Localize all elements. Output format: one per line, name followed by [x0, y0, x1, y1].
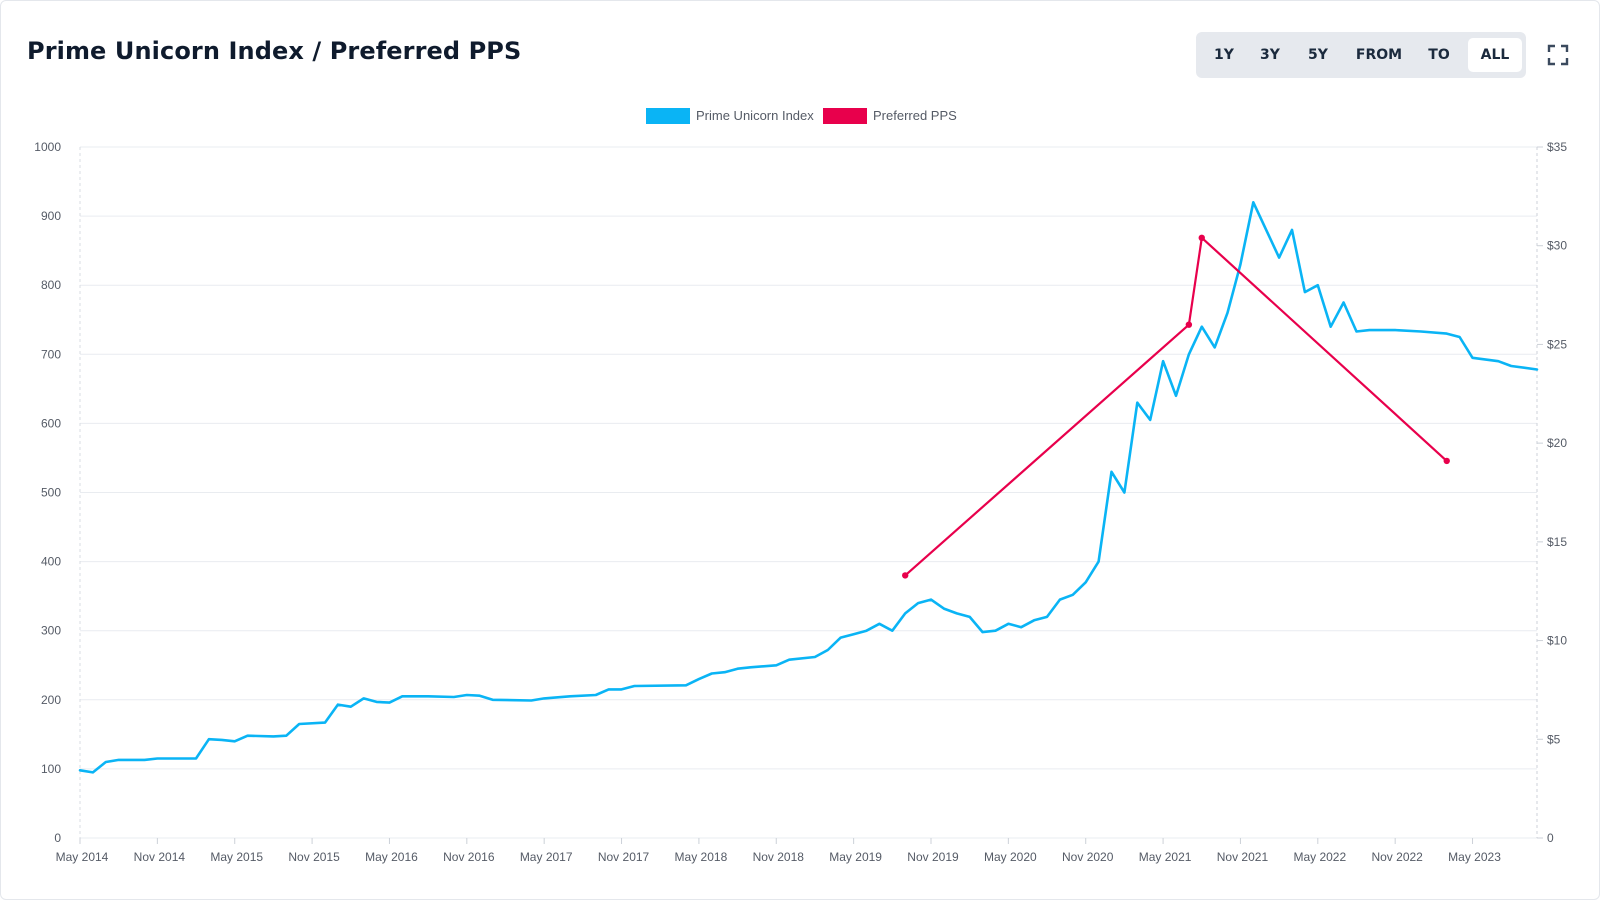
y-left-tick-label: 300 — [41, 624, 61, 638]
y-right-tick-label: $15 — [1547, 535, 1567, 549]
pps-data-point — [1198, 234, 1205, 242]
x-tick-label: May 2017 — [520, 850, 573, 864]
x-tick-label: Nov 2017 — [598, 850, 650, 864]
x-tick-label: May 2022 — [1293, 850, 1346, 864]
range-selector: 1Y 3Y 5Y FROM TO ALL — [1196, 32, 1526, 78]
x-tick-label: Nov 2014 — [134, 850, 186, 864]
range-to-button[interactable]: TO — [1428, 47, 1450, 63]
y-left-tick-label: 900 — [41, 209, 61, 223]
x-tick-label: May 2018 — [675, 850, 728, 864]
pps-data-point — [1443, 457, 1450, 465]
x-tick-label: May 2016 — [365, 850, 418, 864]
y-right-tick-label: $5 — [1547, 732, 1561, 746]
legend-label-index: Prime Unicorn Index — [696, 108, 814, 123]
y-left-tick-label: 1000 — [34, 140, 61, 154]
expand-icon[interactable] — [1547, 44, 1569, 66]
y-right-tick-label: $25 — [1547, 337, 1567, 351]
y-left-tick-label: 200 — [41, 693, 61, 707]
range-all-button[interactable]: ALL — [1468, 38, 1522, 72]
range-3y-button[interactable]: 3Y — [1260, 47, 1280, 63]
y-right-tick-label: $30 — [1547, 239, 1567, 253]
y-left-tick-label: 700 — [41, 347, 61, 361]
range-5y-button[interactable]: 5Y — [1308, 47, 1328, 63]
y-left-tick-label: 800 — [41, 278, 61, 292]
x-tick-label: Nov 2022 — [1371, 850, 1423, 864]
y-right-tick-label: 0 — [1547, 831, 1554, 845]
series-line-preferred-pps — [904, 236, 1448, 577]
x-tick-label: May 2014 — [56, 850, 109, 864]
legend-swatch-pps — [823, 108, 867, 124]
y-left-tick-label: 500 — [41, 486, 61, 500]
legend-swatch-index — [646, 108, 690, 124]
x-tick-label: May 2019 — [829, 850, 882, 864]
y-left-tick-label: 100 — [41, 762, 61, 776]
x-tick-label: May 2023 — [1448, 850, 1501, 864]
range-1y-button[interactable]: 1Y — [1214, 47, 1234, 63]
x-tick-label: Nov 2018 — [753, 850, 805, 864]
x-tick-label: Nov 2019 — [907, 850, 959, 864]
pps-data-point — [902, 572, 909, 579]
x-tick-label: Nov 2015 — [288, 850, 340, 864]
legend-label-pps: Preferred PPS — [873, 108, 957, 123]
y-left-tick-label: 600 — [41, 416, 61, 430]
y-right-tick-label: $20 — [1547, 436, 1567, 450]
y-left-tick-label: 0 — [54, 831, 61, 845]
series-line-prime-unicorn-index — [78, 201, 1539, 774]
y-left-tick-label: 400 — [41, 555, 61, 569]
x-tick-label: Nov 2021 — [1217, 850, 1269, 864]
x-tick-label: Nov 2016 — [443, 850, 495, 864]
y-right-tick-label: $10 — [1547, 634, 1567, 648]
y-right-tick-label: $35 — [1547, 140, 1567, 154]
x-tick-label: May 2021 — [1139, 850, 1192, 864]
pps-data-point — [1185, 321, 1193, 328]
x-tick-label: May 2015 — [210, 850, 263, 864]
x-tick-label: May 2020 — [984, 850, 1037, 864]
x-tick-label: Nov 2020 — [1062, 850, 1114, 864]
range-from-button[interactable]: FROM — [1355, 47, 1403, 63]
chart-title: Prime Unicorn Index / Preferred PPS — [27, 37, 522, 65]
